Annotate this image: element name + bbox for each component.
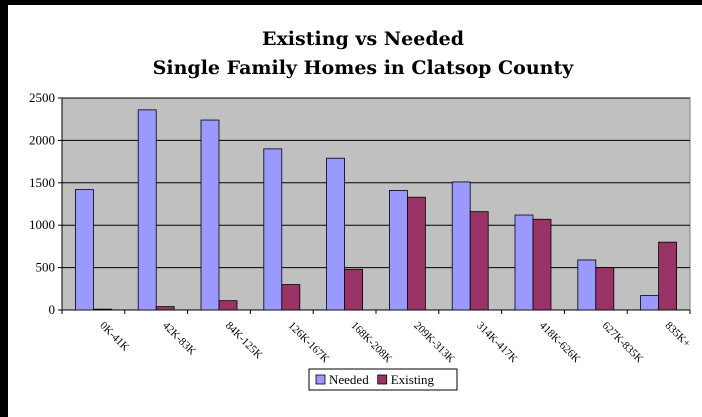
legend-swatch-existing: [377, 374, 388, 385]
x-category-label: 126K-167K: [286, 320, 332, 366]
bar-needed: [640, 295, 659, 311]
bar-existing: [406, 196, 426, 311]
bar-needed: [577, 259, 597, 311]
x-category-label: 84K-125K: [223, 320, 265, 362]
chart-title-line-1: Existing vs Needed: [262, 28, 464, 50]
bar-existing: [595, 267, 615, 311]
x-category-label: 314K-417K: [474, 320, 520, 366]
legend-label-needed: Needed: [329, 372, 369, 387]
x-category-label: 627K-835K: [600, 320, 646, 366]
bar-existing: [532, 218, 552, 311]
bar-needed: [326, 157, 346, 311]
bar-existing: [281, 284, 301, 311]
bar-chart: Existing vs Needed Single Family Homes i…: [29, 28, 693, 391]
x-category-label: 418K-626K: [537, 320, 583, 366]
y-tick-label: 1000: [29, 217, 55, 232]
plot-area: 0 500 1000 1500 2000 2500 0K-41K 42K-83K 84K-125…: [29, 90, 693, 365]
y-tick-label: 0: [49, 302, 56, 317]
bar-existing: [93, 308, 112, 311]
chart-frame: Existing vs Needed Single Family Homes i…: [8, 5, 702, 417]
legend: Needed Existing: [308, 368, 458, 391]
bar-needed: [514, 214, 534, 311]
x-category-label: 835K+: [662, 320, 692, 350]
bar-needed: [451, 181, 471, 311]
bar-needed: [137, 109, 157, 311]
bar-existing: [469, 211, 489, 311]
bar-existing: [658, 241, 677, 311]
legend-label-existing: Existing: [391, 372, 435, 387]
x-category-label: 209K-313K: [411, 320, 457, 366]
bar-needed: [388, 190, 408, 311]
y-tick-label: 500: [36, 260, 56, 275]
legend-swatch-needed: [315, 374, 326, 385]
bar-needed: [200, 119, 220, 311]
bar-needed: [263, 148, 283, 311]
bar-needed: [75, 189, 94, 311]
y-tick-label: 1500: [29, 175, 55, 190]
bar-existing: [218, 300, 238, 311]
y-tick-label: 2500: [29, 90, 55, 105]
bar-existing: [344, 268, 364, 311]
bar-existing: [155, 306, 175, 311]
x-category-label: 0K-41K: [97, 320, 131, 354]
x-category-label: 168K-208K: [348, 320, 394, 366]
y-tick-label: 2000: [29, 132, 55, 147]
x-category-label: 42K-83K: [160, 320, 198, 358]
chart-title-line-2: Single Family Homes in Clatsop County: [153, 57, 575, 79]
